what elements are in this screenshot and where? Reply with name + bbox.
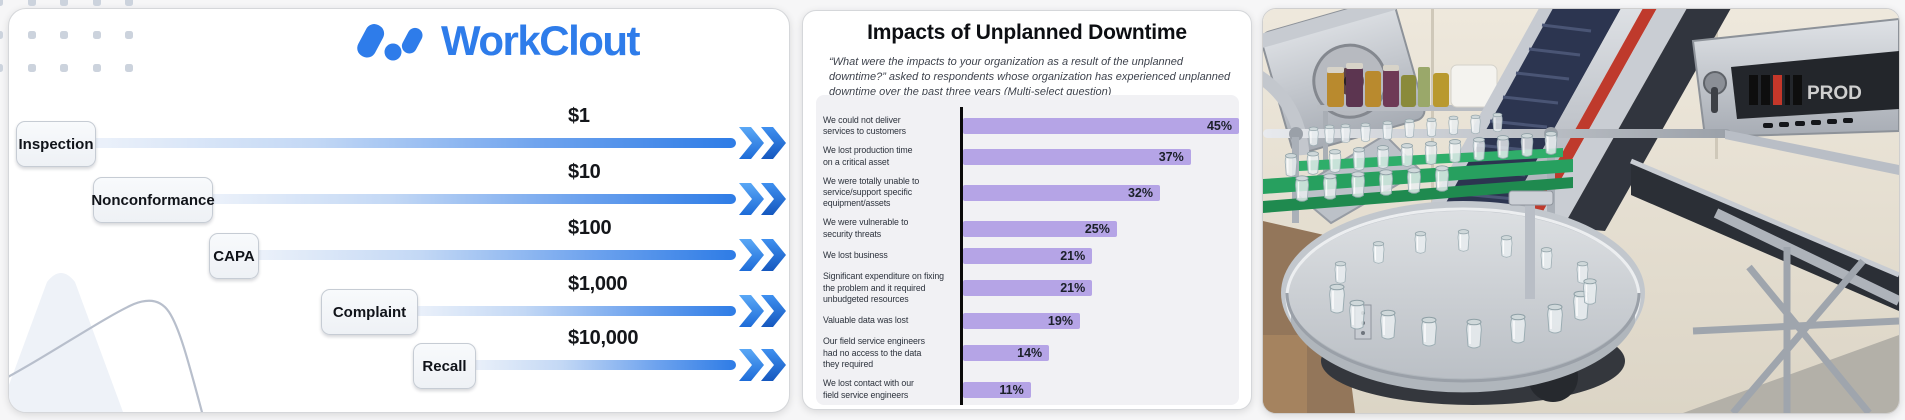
- cost-row-bar: [205, 194, 736, 204]
- grid-dot: [28, 0, 36, 6]
- support-frame: [1692, 247, 1899, 413]
- ingredient-jars-shelf: [1317, 63, 1501, 177]
- cost-row-label: Complaint: [321, 289, 418, 335]
- cost-row-bar: [410, 306, 736, 316]
- fast-forward-icon: [739, 239, 786, 271]
- chart-subtitle: “What were the impacts to your organizat…: [829, 56, 1231, 98]
- downtime-chart-panel: Impacts of Unplanned Downtime “What were…: [802, 10, 1252, 410]
- chart-category-label: We were vulnerable to security threats: [823, 217, 909, 239]
- cost-row-value: $100: [568, 217, 612, 239]
- chart-bar-value: 11%: [999, 382, 1024, 397]
- cost-row-bar: [88, 138, 736, 148]
- chart-category-label: We were totally unable to service/suppor…: [823, 175, 920, 209]
- workclout-logo: WorkClout: [357, 17, 641, 65]
- chart-category-label: We could not deliver services to custome…: [823, 115, 906, 137]
- chart-category-label: We lost contact with our field service e…: [823, 378, 914, 400]
- chart-bar: 11%: [963, 381, 1031, 398]
- cost-row-value: $1,000: [568, 273, 628, 295]
- grid-dot: [0, 0, 3, 6]
- fast-forward-icon: [739, 295, 786, 327]
- cost-row-value: $10: [568, 161, 601, 183]
- chart-bar: 21%: [963, 280, 1093, 297]
- chart-bar: 14%: [963, 345, 1050, 362]
- cost-row-label: Nonconformance: [91, 177, 215, 223]
- chart-row: We were totally unable to service/suppor…: [823, 176, 1239, 210]
- chart-row: Our field service engineers had no acces…: [823, 336, 1239, 370]
- chart-bar: 32%: [963, 184, 1160, 201]
- chart-row: Significant expenditure on fixing the pr…: [823, 271, 1239, 305]
- svg-text:PROD: PROD: [1807, 83, 1862, 104]
- safety-railing: [1263, 127, 1899, 223]
- grid-dot: [0, 64, 3, 72]
- fast-forward-icon: [739, 127, 786, 159]
- chart-category-label: Valuable data was lost: [823, 315, 909, 326]
- chart-row: We were vulnerable to security threats 25…: [823, 217, 1239, 240]
- chart-bar: 19%: [963, 312, 1080, 329]
- gear-motor: [1263, 9, 1426, 155]
- grid-dot: [93, 0, 101, 6]
- machine-label: PROD: [1749, 75, 1862, 105]
- chart-bar-value: 19%: [1047, 313, 1073, 328]
- chart-bar-value: 25%: [1084, 221, 1110, 236]
- chart-bar-value: 32%: [1127, 185, 1153, 200]
- chart-row: We lost production time on a critical as…: [823, 145, 1239, 168]
- workclout-logo-mark: [357, 24, 423, 61]
- cost-row-value: $10,000: [568, 327, 639, 349]
- cost-row-bar: [251, 250, 736, 260]
- grid-dot: [0, 31, 3, 39]
- chart-row: We lost contact with our field service e…: [823, 378, 1239, 401]
- chart-category-label: We lost business: [823, 249, 888, 260]
- cost-row-value: $1: [568, 105, 590, 127]
- chart-bar: 37%: [963, 148, 1191, 165]
- chart-row: We lost business 21%: [823, 247, 1239, 264]
- chart-bar-value: 21%: [1060, 281, 1086, 296]
- cost-escalation-panel: WorkClout Inspection $1 Nonconformance $…: [8, 8, 790, 413]
- fast-forward-icon: [739, 183, 786, 215]
- chart-rows: We could not deliver services to custome…: [823, 115, 1239, 401]
- outfeed-conveyor: [1630, 158, 1899, 311]
- chart-category-label: Significant expenditure on fixing the pr…: [823, 271, 944, 304]
- chart-bar: 25%: [963, 220, 1117, 237]
- prod-machine: PROD: [1691, 17, 1899, 139]
- fast-forward-icon: [739, 349, 786, 381]
- factory-photo: PROD: [1262, 8, 1900, 414]
- chart-bar: 21%: [963, 247, 1093, 264]
- cost-row-label: Inspection: [16, 121, 96, 167]
- chart-bar-value: 37%: [1158, 149, 1184, 164]
- chart-row: We could not deliver services to custome…: [823, 115, 1239, 138]
- chart-category-label: Our field service engineers had no acces…: [823, 336, 925, 370]
- chart-category-label: We lost production time on a critical as…: [823, 145, 913, 167]
- chart-row: Valuable data was lost 19%: [823, 312, 1239, 329]
- chart-bar-value: 45%: [1206, 119, 1232, 134]
- motor-arm: [1263, 71, 1310, 156]
- chart-bar: 45%: [963, 118, 1239, 135]
- mountain-curve-decoration: [9, 273, 204, 412]
- cost-row-bar: [468, 360, 736, 370]
- grid-dot: [60, 0, 68, 6]
- bottling-line-photo: PROD: [1263, 9, 1899, 413]
- cost-row-label: CAPA: [209, 233, 259, 279]
- cost-row-label: Recall: [413, 343, 476, 389]
- chart-axis-line: [960, 107, 963, 405]
- chart-bar-value: 14%: [1017, 346, 1043, 361]
- brand-name: WorkClout: [441, 17, 641, 64]
- chart-bar-value: 21%: [1060, 248, 1086, 263]
- chart-title: Impacts of Unplanned Downtime: [867, 21, 1187, 44]
- grid-dot: [125, 0, 133, 6]
